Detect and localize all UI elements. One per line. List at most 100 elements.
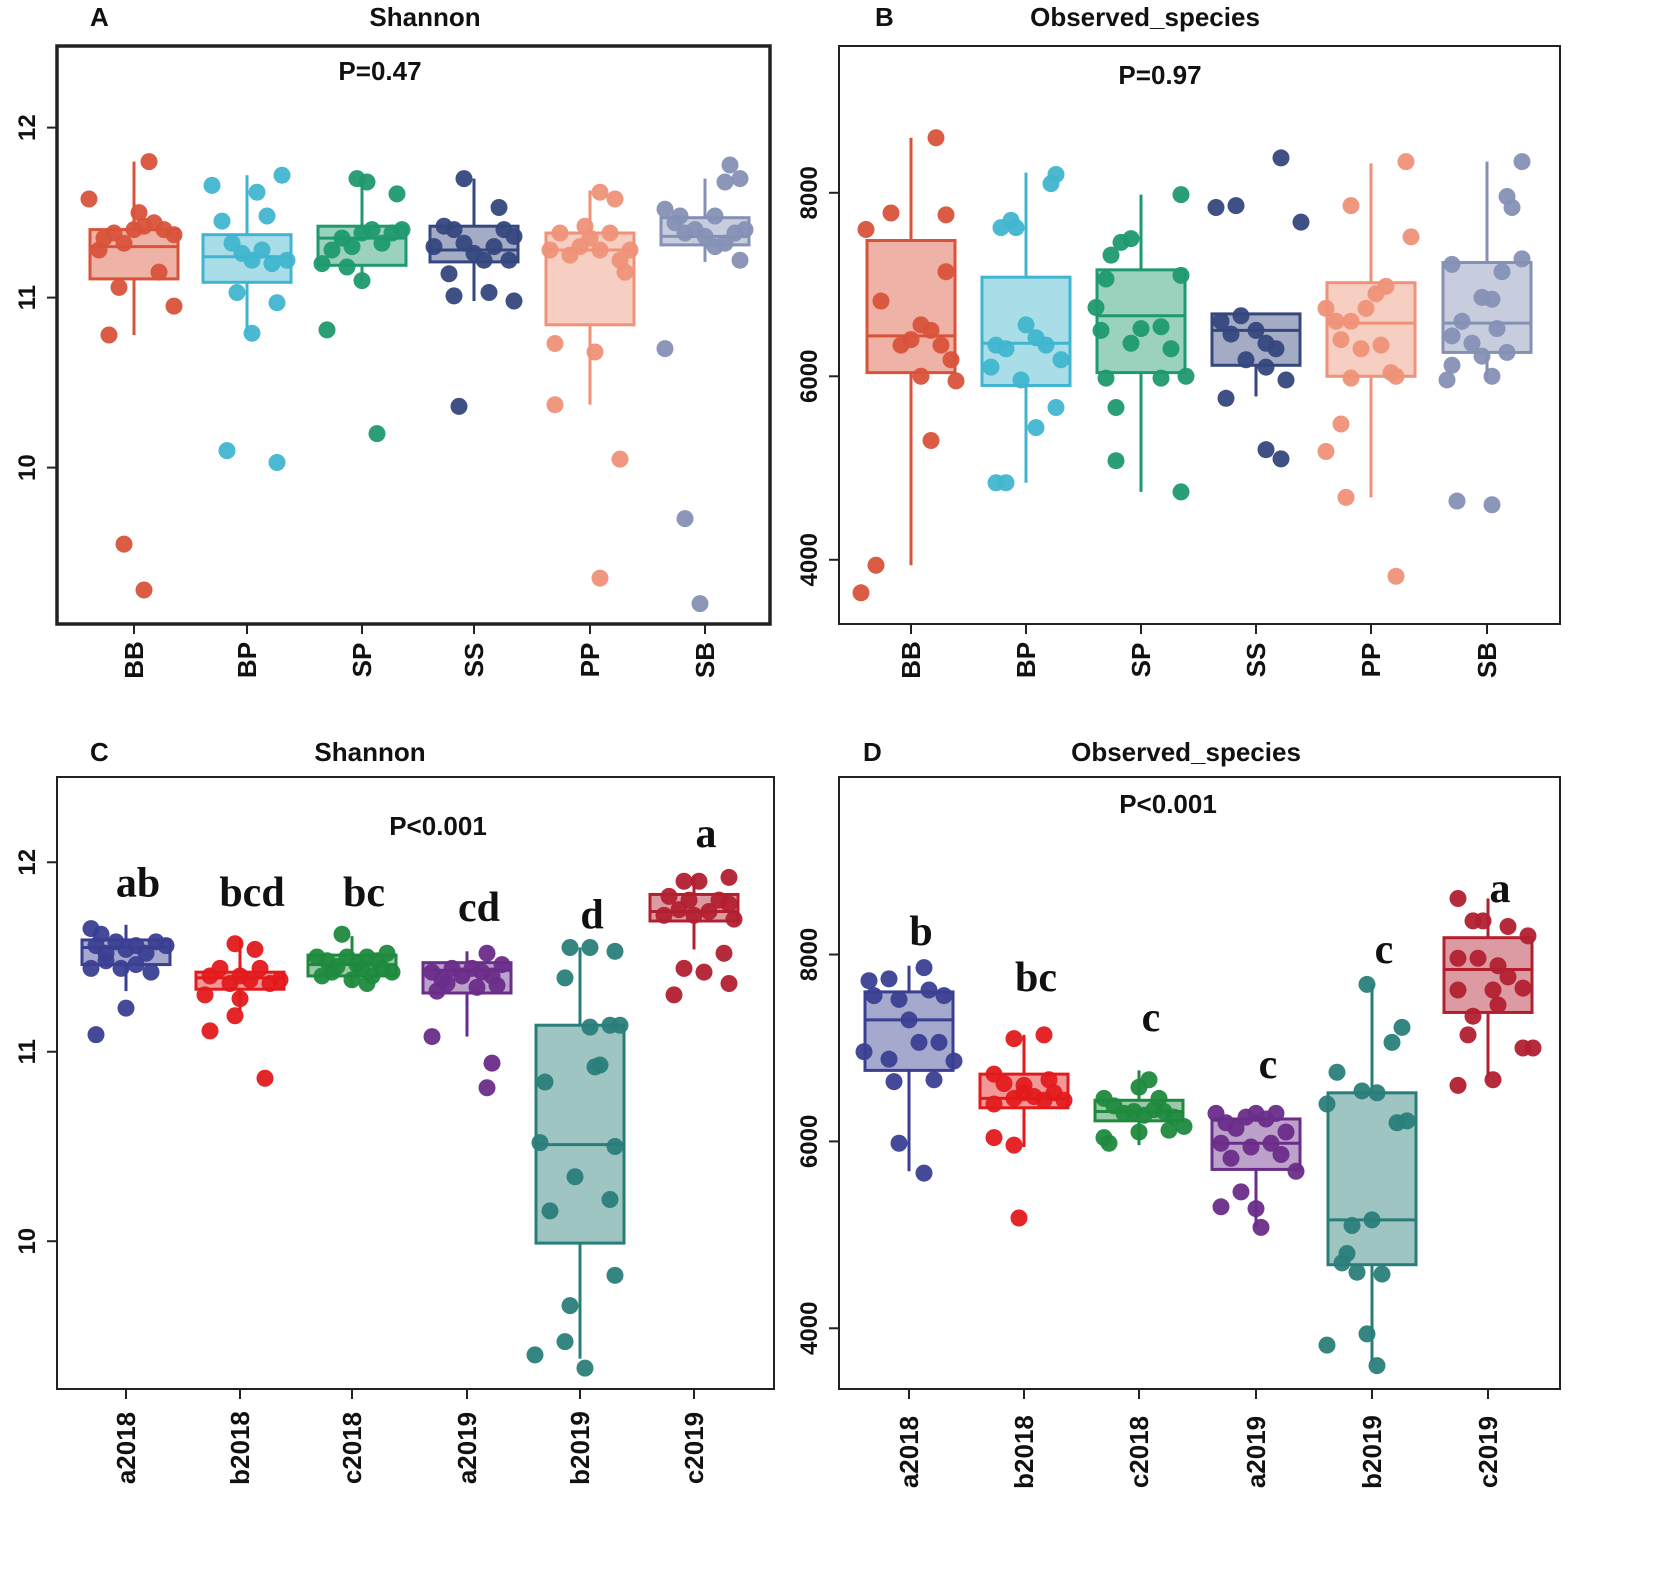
data-point <box>1358 975 1376 993</box>
data-point <box>1448 492 1466 510</box>
data-point <box>251 959 269 977</box>
data-point <box>338 258 356 276</box>
data-point <box>1489 996 1507 1014</box>
data-point <box>1469 949 1487 967</box>
data-point <box>1387 567 1405 585</box>
data-point <box>1514 979 1532 997</box>
data-point <box>995 1074 1013 1092</box>
data-point <box>721 156 739 174</box>
data-point <box>561 939 579 957</box>
data-point <box>927 129 945 147</box>
data-point <box>591 241 609 259</box>
group-b2019: b2019 d <box>526 893 629 1485</box>
p-value: P=0.47 <box>338 56 421 86</box>
y-tick-label: 10 <box>14 454 41 481</box>
data-point <box>1474 912 1492 930</box>
data-point <box>920 981 938 999</box>
data-point <box>271 971 289 989</box>
data-point <box>1227 197 1245 215</box>
data-point <box>556 969 574 987</box>
data-point <box>1483 367 1501 385</box>
data-point <box>922 432 940 450</box>
group-SB: SB <box>1438 153 1533 678</box>
data-point <box>490 199 508 216</box>
data-point <box>1353 1082 1371 1100</box>
data-point <box>450 397 468 415</box>
data-point <box>606 190 624 208</box>
data-point <box>1092 321 1110 339</box>
group-SS: SS <box>1207 149 1310 678</box>
data-point <box>1397 153 1415 171</box>
significance-label: d <box>580 893 603 939</box>
significance-label: c <box>1142 995 1161 1041</box>
data-point <box>100 326 118 344</box>
data-point <box>1489 957 1507 975</box>
x-tick-label: c2018 <box>1124 1416 1154 1488</box>
data-point <box>675 872 693 890</box>
data-point <box>616 263 634 281</box>
data-point <box>1132 320 1150 338</box>
data-point <box>1172 186 1190 204</box>
data-point <box>468 978 486 996</box>
x-tick-label: a2019 <box>452 1412 482 1484</box>
data-point <box>1122 334 1140 352</box>
data-point <box>621 241 639 259</box>
data-point <box>860 972 878 990</box>
data-point <box>675 959 693 977</box>
x-tick-label: BP <box>232 642 262 678</box>
group-c2019: c2019 a <box>1442 866 1542 1488</box>
data-point <box>478 944 496 962</box>
data-point <box>1267 340 1285 358</box>
data-point <box>1217 389 1235 407</box>
data-point <box>1052 351 1070 369</box>
data-point <box>1443 327 1461 345</box>
data-point <box>700 903 718 921</box>
data-point <box>880 970 898 988</box>
data-point <box>1252 1218 1270 1236</box>
data-point <box>231 990 249 1008</box>
group-c2018: c2018 bc <box>306 870 401 1484</box>
p-value: P=0.97 <box>1118 60 1201 90</box>
data-point <box>1318 1095 1336 1113</box>
data-point <box>731 170 749 188</box>
panel-c: C ShannonP<0.001101112a2018abb2018bcdc201… <box>14 737 775 1485</box>
data-point <box>196 986 214 1004</box>
data-point <box>1150 1089 1168 1107</box>
panel-letter: A <box>90 2 109 32</box>
data-point <box>1212 1134 1230 1152</box>
data-point <box>982 358 1000 376</box>
data-point <box>1097 369 1115 387</box>
data-point <box>1363 1211 1381 1229</box>
data-point <box>1277 371 1295 389</box>
data-point <box>1488 320 1506 338</box>
data-point <box>263 255 281 273</box>
plot-frame <box>838 776 1561 1390</box>
data-point <box>1317 299 1335 317</box>
x-tick-label: PP <box>1356 643 1386 678</box>
group-c2018: c2018 c <box>1093 995 1193 1488</box>
data-point <box>655 906 673 924</box>
x-tick-label: SS <box>1241 643 1271 678</box>
y-tick-label: 8000 <box>796 166 823 219</box>
data-point <box>1100 1134 1118 1152</box>
x-tick-label: a2018 <box>111 1412 141 1484</box>
data-point <box>1449 981 1467 999</box>
data-point <box>611 450 629 468</box>
data-point <box>1107 452 1125 470</box>
y-tick-label: 10 <box>14 1228 41 1255</box>
data-point <box>855 1043 873 1061</box>
data-point <box>273 166 291 184</box>
data-point <box>880 1050 898 1068</box>
data-point <box>660 887 678 905</box>
data-point <box>1383 1033 1401 1051</box>
data-point <box>1292 213 1310 231</box>
data-point <box>258 207 276 225</box>
data-point <box>1483 290 1501 308</box>
data-point <box>97 952 115 970</box>
panel-d: D Observed_species P<0.001 4000 6000 8000 a201… <box>796 737 1561 1489</box>
data-point <box>591 569 609 587</box>
data-point <box>1449 1076 1467 1094</box>
data-point <box>1499 968 1517 986</box>
data-point <box>581 939 599 957</box>
